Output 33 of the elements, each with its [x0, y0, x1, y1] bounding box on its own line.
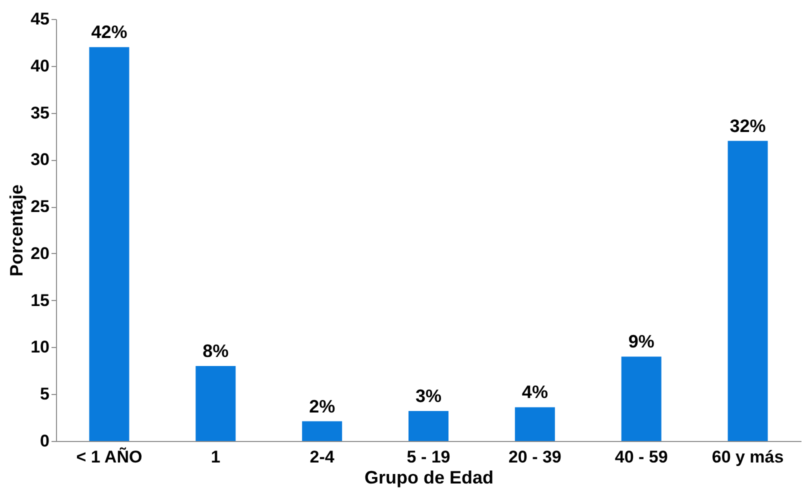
bar [514, 407, 555, 441]
x-tick-label: 1 [210, 448, 220, 466]
x-tick-label: 2-4 [310, 448, 335, 466]
data-label: 9% [628, 332, 654, 352]
x-tick-label: 20 - 39 [508, 448, 562, 466]
y-tick-label: 35 [30, 103, 50, 122]
y-tick-label: 5 [40, 384, 50, 404]
y-tick-label: 45 [30, 10, 50, 28]
x-tick-label: < 1 AÑO [76, 446, 142, 466]
x-axis-title: Grupo de Edad [364, 468, 494, 488]
bar [302, 421, 342, 441]
data-label: 3% [415, 386, 442, 406]
data-label: 42% [91, 22, 128, 42]
x-tick-label: 40 - 59 [614, 448, 668, 466]
bar [408, 410, 448, 441]
y-tick-label: 10 [30, 338, 50, 357]
data-label: 8% [202, 340, 229, 361]
y-tick-label: 20 [30, 244, 50, 263]
bar [621, 356, 662, 441]
bar [196, 366, 236, 441]
y-axis-title: Porcentaje [6, 184, 27, 277]
y-tick-label: 15 [30, 290, 50, 310]
x-tick-label: 60 y más [712, 448, 784, 466]
bar [728, 140, 768, 441]
y-tick-label: 0 [40, 432, 50, 450]
bar [89, 47, 130, 441]
y-tick-label: 30 [30, 150, 50, 170]
y-tick-label: 40 [30, 56, 50, 76]
x-tick-label: 5 - 19 [406, 448, 450, 466]
y-tick-label: 25 [30, 197, 50, 216]
data-label: 4% [522, 382, 548, 402]
data-label: 2% [309, 396, 336, 416]
data-label: 32% [730, 116, 766, 136]
